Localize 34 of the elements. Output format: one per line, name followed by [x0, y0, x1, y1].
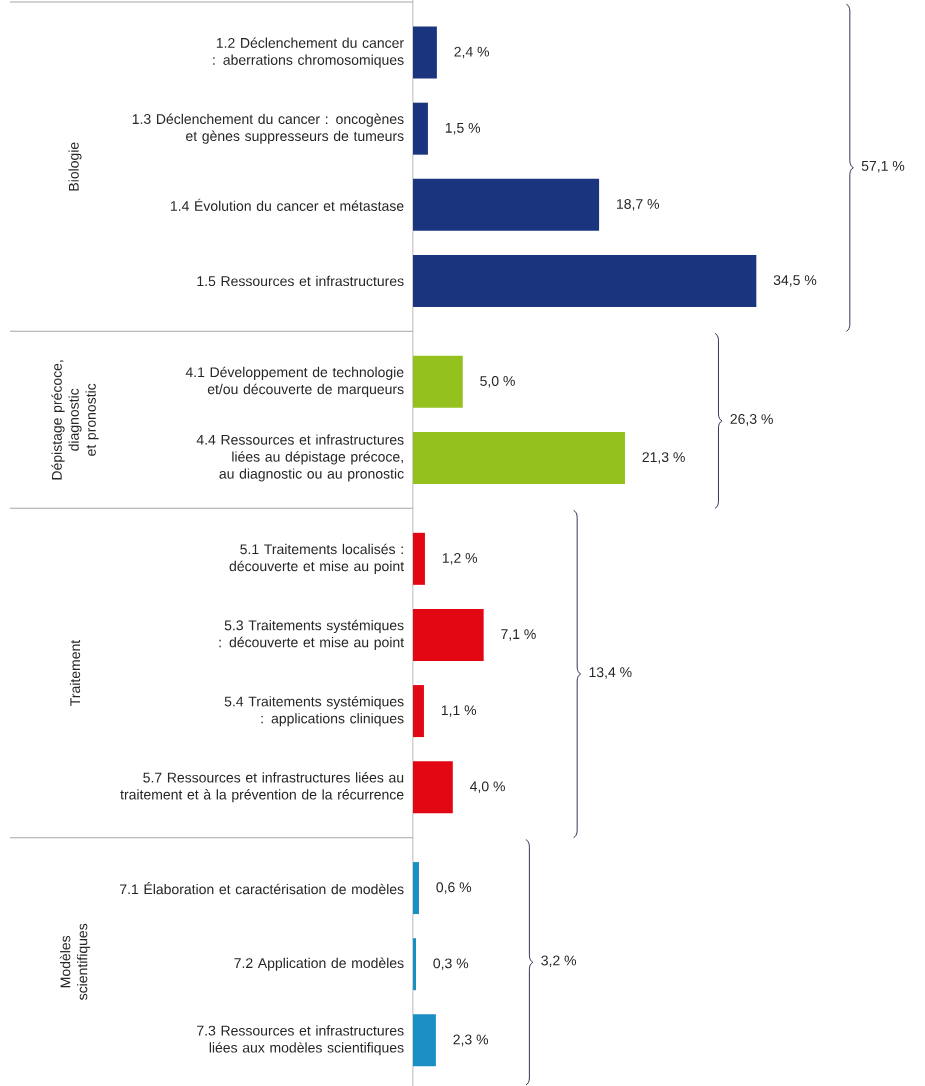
- y-tick-label: 5.1 Traitements localisés : découverte et mise au point: [229, 543, 404, 574]
- text: Modèles scientifiques: [59, 923, 91, 1000]
- data-label: 0,6 %: [436, 882, 472, 894]
- data-label: 34,5 %: [773, 275, 817, 287]
- y-tick-label: 5.4 Traitements systémiques : applications cliniques: [224, 695, 404, 727]
- data-label: 18,7 %: [617, 199, 660, 211]
- data-label: 1,2 %: [442, 553, 478, 565]
- annotation: 13,4 %: [589, 667, 632, 679]
- data-label: 2,3 %: [453, 1034, 489, 1047]
- y-tick-label: 1.5 Ressources et infrastructures: [197, 275, 404, 287]
- y-tick-label: 5.3 Traitements systémiques : découverte et mise au point: [219, 619, 404, 651]
- annotation: 26,3 %: [730, 414, 773, 426]
- y-tick-label: 1.2 Déclenchement du cancer : aberrations chromosomiques: [213, 37, 404, 68]
- text: 57,1 %: [861, 160, 905, 173]
- data-label: 21,3 %: [642, 452, 685, 464]
- data-label: 5,0 %: [480, 376, 515, 388]
- text: Traitement: [69, 639, 81, 706]
- text: Dépistage précoce, diagnostic et pronostic: [51, 360, 99, 480]
- y-tick-label: 1.4 Évolution du cancer et métastase: [170, 198, 404, 211]
- data-label: 1,5 %: [445, 122, 481, 135]
- y-tick-label: 4.4 Ressources et infrastructures liées au dépistage précoce, au diagnostic ou au pronostic: [196, 434, 404, 482]
- text: Biologie: [68, 142, 82, 191]
- y-tick-label: 7.3 Ressources et infrastructures liées aux modèles scientifiques: [197, 1025, 404, 1056]
- data-label: 2,4 %: [454, 46, 490, 59]
- y-tick-label: 4.1 Développement de technologie et/ou découverte de marqueurs: [185, 366, 404, 397]
- data-label: 0,3 %: [433, 958, 469, 970]
- data-label: 1,1 %: [441, 705, 477, 717]
- annotation: 3,2 %: [541, 955, 577, 968]
- y-tick-label: 1.3 Déclenchement du cancer : oncogènes et gènes suppresseurs de tumeurs: [132, 113, 404, 144]
- data-label: 4,0 %: [469, 781, 505, 793]
- y-tick-label: 5.7 Ressources et infrastructures liées au traitement et à la prévention de la récurrence: [120, 772, 404, 803]
- y-tick-label: 7.2 Application de modèles: [234, 957, 404, 971]
- data-label: 7,1 %: [501, 629, 536, 641]
- y-tick-label: 7.1 Élaboration et caractérisation de modèles: [120, 881, 404, 895]
